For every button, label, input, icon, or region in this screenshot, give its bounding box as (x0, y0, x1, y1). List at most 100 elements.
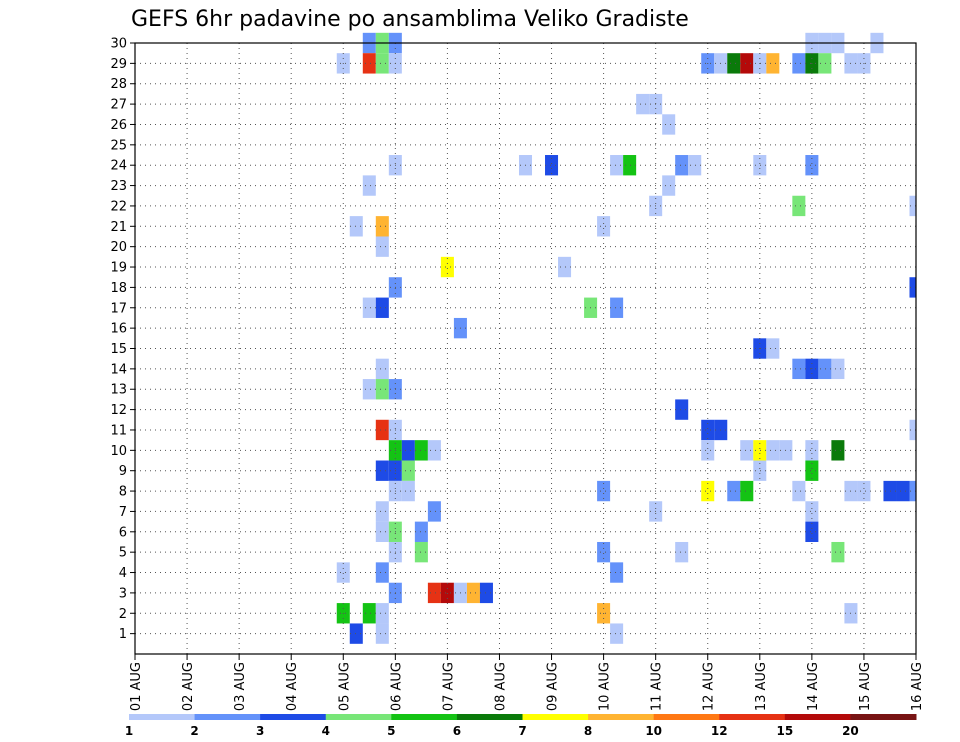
heatmap-cell (805, 440, 819, 461)
y-tick-label: 9 (119, 464, 127, 479)
heatmap-cell (362, 379, 376, 400)
heatmap-cell (818, 358, 832, 380)
colorbar-tick-label: 10 (645, 724, 662, 738)
y-tick-label: 16 (110, 322, 127, 337)
heatmap-cell (805, 501, 819, 522)
x-tick-label: 15 AUG (858, 662, 873, 711)
colorbar-tick-label: 1 (125, 724, 133, 738)
y-tick-label: 1 (119, 627, 127, 642)
heatmap-cell (375, 419, 389, 441)
y-tick-label: 21 (110, 220, 127, 235)
x-tick-label: 01 AUG (129, 662, 144, 711)
colorbar-swatch (588, 714, 655, 720)
colorbar-tick-label: 8 (584, 724, 592, 738)
heatmap-cell (414, 541, 428, 563)
heatmap-cell (375, 623, 389, 644)
heatmap-cell (375, 562, 389, 583)
heatmap-cell (375, 216, 389, 237)
heatmap-cell (701, 480, 715, 502)
colorbar-swatch (391, 714, 458, 720)
heatmap-cell (688, 155, 702, 176)
y-tick-label: 18 (110, 281, 127, 296)
y-tick-label: 11 (110, 423, 127, 438)
colorbar-tick-label: 12 (711, 724, 728, 738)
x-axis-ticks: 01 AUG 02 AUG 03 AUG 04 AUG 05 AUG 06 AUG 07 A… (129, 654, 925, 711)
heatmap-cell (466, 582, 480, 604)
colorbar-tick-label: 15 (776, 724, 793, 738)
heatmap-cell (375, 501, 389, 522)
heatmap-cell (597, 480, 611, 502)
y-tick-label: 5 (119, 546, 127, 561)
heatmap-cell (401, 480, 415, 502)
heatmap-cell (375, 358, 389, 380)
y-tick-label: 10 (110, 444, 127, 459)
heatmap-cell (636, 93, 650, 115)
colorbar-swatch (719, 714, 786, 720)
heatmap-cell (414, 440, 428, 461)
heatmap-cell (675, 399, 689, 420)
y-tick-label: 14 (110, 362, 127, 377)
x-tick-label: 05 AUG (337, 662, 352, 711)
x-tick-label: 04 AUG (285, 662, 300, 711)
grid-layer (135, 42, 916, 654)
colorbar-tick-label: 3 (256, 724, 264, 738)
y-tick-label: 28 (110, 77, 127, 92)
heatmap-cell (857, 480, 871, 502)
heatmap-cell (375, 521, 389, 542)
heatmap-cell (753, 155, 767, 176)
y-tick-label: 22 (110, 199, 127, 214)
x-tick-label: 07 AUG (441, 662, 456, 711)
x-tick-label: 12 AUG (702, 662, 717, 711)
heatmap-cell (362, 297, 376, 318)
heatmap-cell (427, 440, 441, 461)
heatmap-cell (805, 155, 819, 176)
y-tick-label: 6 (119, 525, 127, 540)
colorbar-swatch (194, 714, 261, 720)
chart-title: GEFS 6hr padavine po ansamblima Veliko G… (131, 7, 689, 32)
heatmap-cell (896, 480, 910, 502)
y-tick-label: 15 (110, 342, 127, 357)
heatmap-cell (479, 582, 493, 604)
heatmap-cell (375, 603, 389, 624)
colorbar-tick-label: 2 (190, 724, 198, 738)
heatmap-cell (362, 53, 376, 74)
heatmap-cell (792, 195, 806, 217)
x-tick-label: 11 AUG (650, 662, 665, 711)
heatmap-cell (909, 277, 916, 298)
heatmap-cell (805, 460, 819, 481)
heatmap-cell (805, 521, 819, 542)
colorbar-swatch (260, 714, 327, 720)
x-tick-label: 03 AUG (233, 662, 248, 711)
x-tick-label: 16 AUG (910, 662, 925, 711)
heatmap-cell (831, 440, 845, 461)
colorbar-tick-label: 5 (387, 724, 395, 738)
y-tick-label: 26 (110, 118, 127, 133)
heatmap-cell (883, 480, 897, 502)
y-tick-label: 24 (110, 159, 127, 174)
y-tick-label: 30 (110, 37, 127, 52)
heatmap-cell (675, 541, 689, 563)
y-tick-label: 29 (110, 57, 127, 72)
cells-layer (336, 32, 916, 644)
heatmap-cell (766, 53, 780, 74)
x-tick-label: 06 AUG (389, 662, 404, 711)
heatmap-cell (597, 216, 611, 237)
heatmap-cell (440, 582, 454, 604)
heatmap-cell (336, 562, 350, 583)
y-tick-label: 7 (119, 505, 127, 520)
heatmap-cell (558, 256, 572, 278)
heatmap-cell (545, 155, 559, 176)
heatmap-cell (766, 338, 780, 359)
heatmap-cell (740, 53, 754, 74)
x-tick-label: 14 AUG (806, 662, 821, 711)
y-tick-label: 20 (110, 240, 127, 255)
y-tick-label: 25 (110, 138, 127, 153)
heatmap-cell (792, 480, 806, 502)
heatmap-cell (753, 460, 767, 481)
y-tick-label: 19 (110, 261, 127, 276)
colorbar-tick-label: 7 (518, 724, 526, 738)
colorbar-tick-label: 20 (842, 724, 859, 738)
heatmap-cell (414, 521, 428, 542)
heatmap-cell (597, 541, 611, 563)
